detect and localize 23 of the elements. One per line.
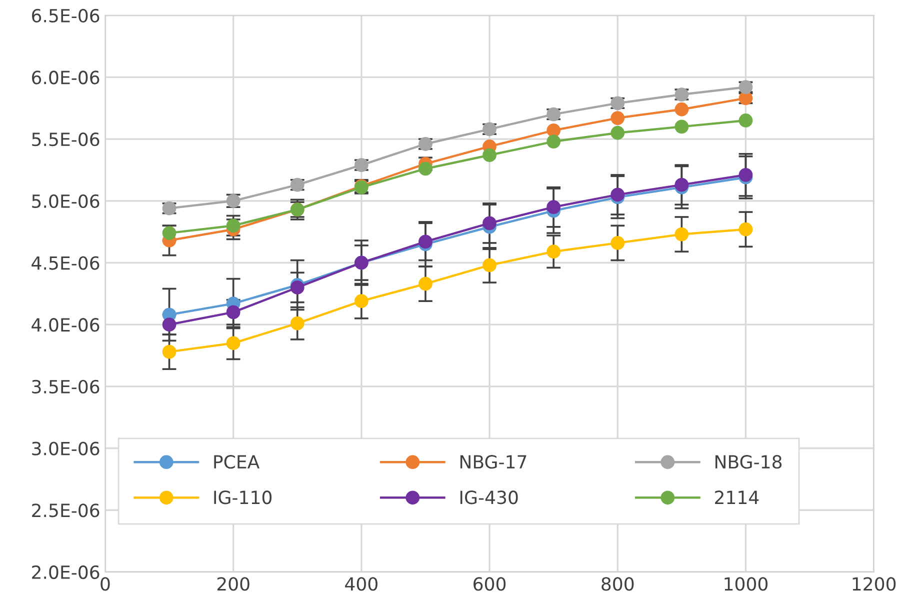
legend-label: 2114 (715, 490, 759, 504)
y-tick-label: 3.0E-06 (32, 442, 100, 456)
legend-label: PCEA (214, 455, 260, 469)
x-tick-label: 800 (602, 577, 634, 591)
legend-label: NBG-17 (460, 455, 526, 469)
y-tick-label: 6.0E-06 (32, 70, 100, 84)
legend-label: IG-110 (214, 490, 272, 504)
y-tick-label: 5.0E-06 (32, 194, 100, 208)
y-tick-label: 5.5E-06 (32, 132, 100, 146)
legend-label: IG-430 (460, 490, 518, 504)
x-tick-label: 400 (345, 577, 378, 591)
x-tick-label: 200 (217, 577, 250, 591)
y-tick-label: 4.5E-06 (32, 256, 100, 270)
y-tick-label: 3.5E-06 (32, 380, 100, 394)
x-tick-label: 1200 (852, 577, 896, 591)
y-tick-label: 2.0E-06 (32, 565, 100, 580)
y-tick-label: 4.0E-06 (32, 318, 100, 332)
y-tick-label: 6.5E-06 (32, 8, 100, 22)
legend-label: NBG-18 (715, 455, 782, 469)
x-tick-label: 0 (100, 577, 110, 591)
y-tick-label: 2.5E-06 (32, 504, 100, 518)
x-tick-label: 600 (474, 577, 506, 591)
x-tick-label: 1000 (724, 577, 768, 591)
